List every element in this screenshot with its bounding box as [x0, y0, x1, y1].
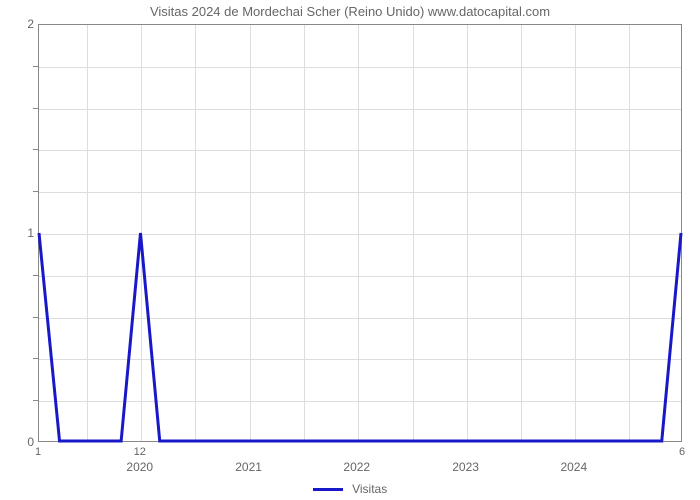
legend-label: Visitas	[352, 482, 387, 496]
y-tick-label: 2	[4, 17, 34, 31]
chart-title: Visitas 2024 de Mordechai Scher (Reino U…	[0, 4, 700, 19]
x-tick-label: 2021	[235, 460, 262, 474]
legend: Visitas	[0, 482, 700, 496]
data-point-label: 12	[134, 446, 146, 458]
plot-area	[38, 24, 682, 442]
y-tick-label: 1	[4, 226, 34, 240]
x-tick-label: 2020	[126, 460, 153, 474]
y-tick-label: 0	[4, 435, 34, 449]
visits-chart: Visitas 2024 de Mordechai Scher (Reino U…	[0, 0, 700, 500]
chart-line	[39, 25, 681, 441]
legend-swatch	[313, 488, 343, 491]
data-point-label: 1	[35, 446, 41, 458]
data-point-label: 6	[679, 446, 685, 458]
x-tick-label: 2023	[452, 460, 479, 474]
x-tick-label: 2024	[560, 460, 587, 474]
x-tick-label: 2022	[343, 460, 370, 474]
